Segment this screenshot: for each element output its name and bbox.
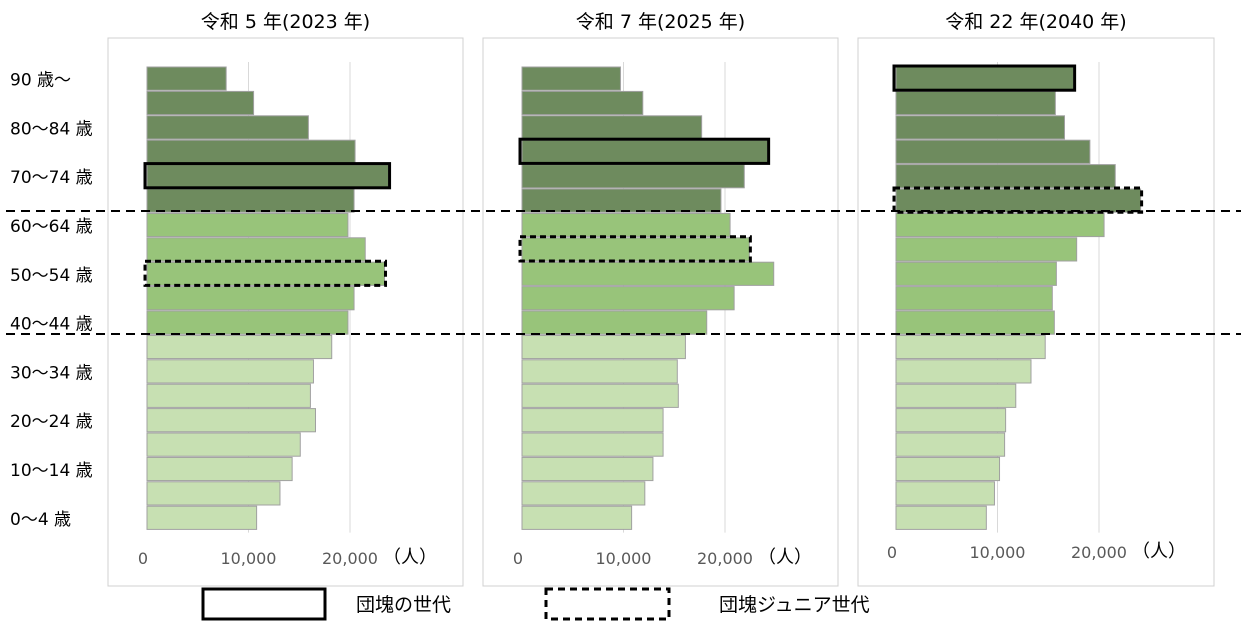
- bar-3-25～29: [895, 383, 1017, 408]
- bar-1-20～24: [146, 408, 316, 433]
- bar-3-40～44: [895, 310, 1055, 335]
- bar-3-5～9: [895, 481, 995, 506]
- bar-1-45～49: [146, 286, 355, 311]
- bar-2-45～49: [521, 286, 735, 311]
- panel-title-2: 令和 7 年(2025 年): [576, 11, 745, 33]
- bar-3-45～49: [895, 286, 1053, 311]
- bar-1-10～14: [146, 456, 293, 482]
- bar-2-80～84: [521, 115, 703, 140]
- bar-2-10～14: [521, 456, 654, 482]
- bar-3-50～54: [895, 261, 1057, 286]
- age-label-1: 80～84 歳: [10, 119, 93, 139]
- bar-3-20～24: [895, 408, 1007, 433]
- bar-1-65～69: [146, 188, 355, 213]
- bar-2-65～69: [521, 188, 722, 213]
- bar-1-60～64: [146, 212, 349, 238]
- unit-label-1: （人）: [383, 547, 437, 568]
- unit-label-2: （人）: [758, 547, 812, 568]
- bar-3-90～: [895, 66, 1075, 91]
- bar-2-5～9: [521, 481, 646, 506]
- bar-2-25～29: [521, 383, 679, 408]
- x-tick-1-0: 0: [138, 549, 148, 568]
- bar-2-60～64: [521, 212, 731, 238]
- bar-1-75～79: [146, 139, 356, 164]
- dankai-highlight-3: [892, 64, 1077, 92]
- dankai-highlight-2: [518, 137, 771, 165]
- bar-1-80～84: [146, 115, 309, 140]
- age-label-2: 70～74 歳: [10, 168, 93, 188]
- dankai-highlight-1: [143, 162, 392, 190]
- bar-1-55～59: [146, 237, 366, 262]
- x-tick-2-0: 0: [513, 549, 523, 568]
- x-tick-2-1: 10,000: [596, 549, 652, 568]
- panel-title-1: 令和 5 年(2023 年): [201, 11, 370, 33]
- bar-3-55～59: [895, 237, 1078, 262]
- bar-2-85～89: [521, 90, 644, 116]
- bar-3-75～79: [895, 139, 1091, 164]
- age-label-7: 20～24 歳: [10, 412, 93, 432]
- bar-2-15～19: [521, 432, 664, 457]
- bar-3-15～19: [895, 432, 1006, 457]
- bar-2-70～74: [521, 164, 745, 189]
- bar-3-65～69: [895, 188, 1142, 213]
- bar-2-50～54: [521, 261, 775, 286]
- bar-2-90～: [521, 66, 621, 91]
- bar-3-85～89: [895, 90, 1056, 116]
- bar-3-70～74: [895, 164, 1116, 189]
- bar-1-30～34: [146, 359, 314, 384]
- bar-3-60～64: [895, 212, 1105, 238]
- bar-1-5～9: [146, 481, 281, 506]
- junior-highlight-3: [892, 186, 1144, 214]
- bar-2-0～4: [521, 505, 633, 530]
- bar-1-85～89: [146, 90, 255, 116]
- bar-3-30～34: [895, 359, 1032, 384]
- legend-dankai-label: 団塊の世代: [356, 594, 451, 616]
- x-tick-2-2: 20,000: [697, 549, 753, 568]
- x-tick-1-2: 20,000: [322, 549, 378, 568]
- bar-2-35～39: [521, 334, 686, 360]
- age-label-9: 0～4 歳: [10, 510, 71, 530]
- x-tick-1-1: 10,000: [221, 549, 277, 568]
- legend-junior-swatch: [544, 587, 671, 621]
- bar-1-0～4: [146, 505, 258, 530]
- unit-label-3: （人）: [1132, 541, 1186, 562]
- bar-2-20～24: [521, 408, 664, 433]
- legend-dankai-swatch: [201, 587, 327, 621]
- bar-2-30～34: [521, 359, 678, 384]
- bar-2-55～59: [521, 237, 750, 262]
- bar-1-70～74: [146, 164, 390, 189]
- age-label-4: 50～54 歳: [10, 266, 93, 286]
- bar-1-35～39: [146, 334, 333, 360]
- x-tick-3-0: 0: [887, 543, 897, 562]
- bar-3-0～4: [895, 505, 987, 530]
- panel-title-3: 令和 22 年(2040 年): [945, 11, 1126, 33]
- age-label-0: 90 歳～: [10, 71, 71, 91]
- junior-highlight-1: [143, 259, 388, 287]
- legend-junior-label: 団塊ジュニア世代: [719, 594, 870, 616]
- age-label-5: 40～44 歳: [10, 315, 93, 335]
- age-label-3: 60～64 歳: [10, 217, 93, 237]
- bar-3-80～84: [895, 115, 1065, 140]
- bar-1-25～29: [146, 383, 311, 408]
- bar-2-40～44: [521, 310, 708, 335]
- bar-3-35～39: [895, 334, 1046, 360]
- age-label-6: 30～34 歳: [10, 363, 93, 383]
- bar-1-90～: [146, 66, 227, 91]
- bar-1-15～19: [146, 432, 301, 457]
- bar-3-10～14: [895, 456, 1001, 482]
- bar-1-50～54: [146, 261, 386, 286]
- x-tick-3-1: 10,000: [970, 543, 1026, 562]
- bar-1-40～44: [146, 310, 349, 335]
- age-label-8: 10～14 歳: [10, 461, 93, 481]
- bar-2-75～79: [521, 139, 769, 164]
- junior-highlight-2: [518, 235, 752, 263]
- x-tick-3-2: 20,000: [1071, 543, 1127, 562]
